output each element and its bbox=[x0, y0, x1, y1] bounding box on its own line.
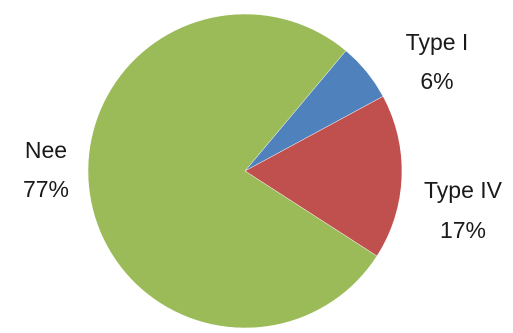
slice-value-type-i: 6% bbox=[420, 68, 453, 94]
pie-slices bbox=[87, 13, 403, 329]
slice-value-type-iv: 17% bbox=[440, 217, 486, 243]
slice-label-nee: Nee bbox=[25, 137, 67, 163]
pie-slice-nee bbox=[87, 13, 378, 329]
slice-value-nee: 77% bbox=[23, 176, 69, 202]
slice-label-type-i: Type I bbox=[406, 29, 469, 55]
pie-slice-type-iv bbox=[244, 95, 403, 257]
pie-labels: Type I 6% Type IV 17% Nee 77% bbox=[23, 29, 503, 243]
slice-label-type-iv: Type IV bbox=[424, 177, 503, 203]
